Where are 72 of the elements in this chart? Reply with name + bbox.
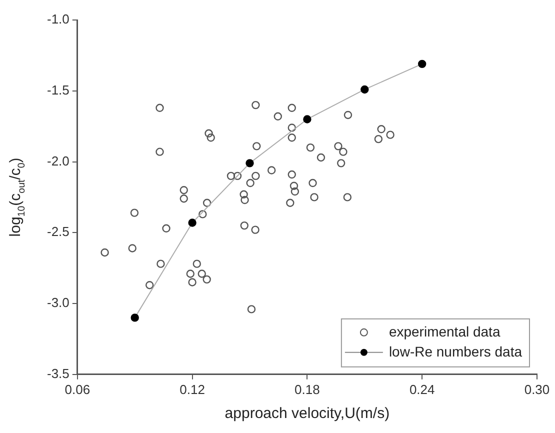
point: [192, 260, 201, 268]
point: [162, 224, 170, 232]
point: [233, 172, 242, 180]
point: [310, 193, 318, 202]
point: [377, 125, 386, 134]
point: [286, 198, 294, 207]
point: [246, 159, 254, 168]
point: [386, 130, 394, 139]
point: [156, 104, 164, 112]
point: [186, 270, 194, 278]
point: [336, 159, 346, 168]
point: [156, 148, 164, 156]
point: [204, 129, 213, 138]
y-axis-title: log10(cout/c0): [7, 158, 28, 237]
point: [130, 208, 139, 217]
point: [240, 221, 248, 230]
y-tick-label: -2.0: [46, 153, 70, 168]
point: [188, 218, 196, 227]
point: [288, 104, 296, 112]
y-tick-label: -3.5: [46, 366, 70, 381]
point: [252, 142, 261, 150]
y-tick-label: -1.0: [46, 12, 70, 27]
point: [247, 305, 256, 314]
point: [156, 260, 165, 268]
point: [343, 193, 352, 202]
point: [290, 182, 298, 190]
point: [240, 190, 248, 198]
point: [290, 187, 300, 196]
point: [267, 166, 276, 174]
point: [339, 148, 348, 156]
point: [344, 110, 352, 120]
y-tick-label: -2.5: [46, 224, 70, 240]
legend-label: low-Re numbers data: [388, 343, 522, 360]
point: [128, 244, 136, 252]
point: [418, 60, 426, 68]
point: [288, 124, 296, 132]
point: [308, 178, 317, 188]
point: [246, 178, 254, 188]
point: [145, 280, 154, 290]
y-tick-label: -1.5: [46, 82, 70, 98]
point: [252, 172, 260, 180]
point: [274, 112, 282, 120]
point: [374, 134, 383, 144]
point: [130, 314, 139, 322]
y-tick-label: -3.0: [46, 295, 70, 310]
point: [288, 170, 296, 179]
point: [334, 142, 342, 150]
point: [226, 172, 236, 180]
point: [306, 143, 315, 152]
point: [188, 278, 196, 286]
point: [252, 100, 260, 110]
point: [202, 275, 211, 284]
point: [288, 134, 296, 142]
x-tick-label: 0.06: [64, 382, 90, 397]
x-tick-label: 0.12: [180, 382, 205, 397]
legend-label: experimental data: [388, 323, 500, 340]
point: [206, 134, 215, 142]
point: [198, 210, 207, 218]
point: [198, 270, 206, 278]
point: [202, 198, 212, 207]
x-axis-title: approach velocity,U(m/s): [224, 405, 390, 422]
x-tick-label: 0.18: [294, 382, 320, 397]
point: [316, 153, 326, 162]
x-tick-label: 0.30: [524, 382, 550, 397]
point: [100, 248, 109, 257]
point: [180, 194, 188, 203]
point: [360, 85, 369, 94]
x-tick-label: 0.24: [409, 382, 435, 397]
point: [180, 186, 188, 194]
point: [303, 115, 312, 124]
point: [240, 196, 249, 204]
point: [251, 226, 260, 234]
